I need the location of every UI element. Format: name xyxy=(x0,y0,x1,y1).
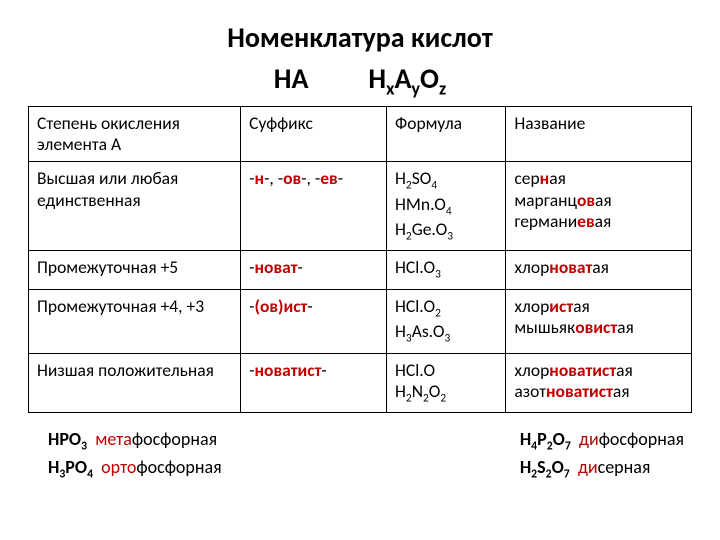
table-row: Высшая или любая единственная-н-, -ов-, … xyxy=(29,162,692,251)
page-title-line2: HA HxAyOz xyxy=(28,61,692,100)
cell-oxidation: Промежуточная +4, +3 xyxy=(29,289,241,353)
header-formula: Формула xyxy=(387,106,506,162)
cell-oxidation: Высшая или любая единственная xyxy=(29,162,241,251)
footer-line: H3PO4 ортофосфорная xyxy=(48,455,222,483)
footer-line: HPO3 метафосфорная xyxy=(48,427,222,455)
nomenclature-table: Степень окисления элемента А Суффикс Фор… xyxy=(28,106,692,414)
cell-suffix: -новатист- xyxy=(241,353,387,413)
cell-formula: HCl.OH2N2O2 xyxy=(387,353,506,413)
cell-name: хлористаямышьяковистая xyxy=(506,289,692,353)
table-row: Промежуточная +5-новат-HCl.O3хлорноватая xyxy=(29,251,692,289)
cell-name: хлорноватая xyxy=(506,251,692,289)
header-name: Название xyxy=(506,106,692,162)
footer-notes: HPO3 метафосфорнаяH3PO4 ортофосфорная H4… xyxy=(28,427,692,483)
header-suffix: Суффикс xyxy=(241,106,387,162)
footer-line: H2S2O7 дисерная xyxy=(520,455,684,483)
page-title-line1: Номенклатура кислот xyxy=(28,20,692,55)
title-HA: HA xyxy=(274,61,309,96)
cell-name: сернаямарганцоваягерманиевая xyxy=(506,162,692,251)
table-row: Промежуточная +4, +3-(ов)ист-HCl.O2H3As.… xyxy=(29,289,692,353)
cell-oxidation: Промежуточная +5 xyxy=(29,251,241,289)
title-formula: HxAyOz xyxy=(368,61,446,96)
cell-formula: HCl.O2H3As.O3 xyxy=(387,289,506,353)
cell-suffix: -н-, -ов-, -ев- xyxy=(241,162,387,251)
cell-suffix: -новат- xyxy=(241,251,387,289)
cell-formula: H2SO4HMn.O4H2Ge.O3 xyxy=(387,162,506,251)
cell-oxidation: Низшая положительная xyxy=(29,353,241,413)
table-header-row: Степень окисления элемента А Суффикс Фор… xyxy=(29,106,692,162)
cell-suffix: -(ов)ист- xyxy=(241,289,387,353)
table-row: Низшая положительная-новатист-HCl.OH2N2O… xyxy=(29,353,692,413)
footer-right: H4P2O7 дифосфорнаяH2S2O7 дисерная xyxy=(520,427,684,483)
header-oxidation: Степень окисления элемента А xyxy=(29,106,241,162)
cell-formula: HCl.O3 xyxy=(387,251,506,289)
cell-name: хлорноватистаяазотноватистая xyxy=(506,353,692,413)
footer-line: H4P2O7 дифосфорная xyxy=(520,427,684,455)
footer-left: HPO3 метафосфорнаяH3PO4 ортофосфорная xyxy=(48,427,222,483)
